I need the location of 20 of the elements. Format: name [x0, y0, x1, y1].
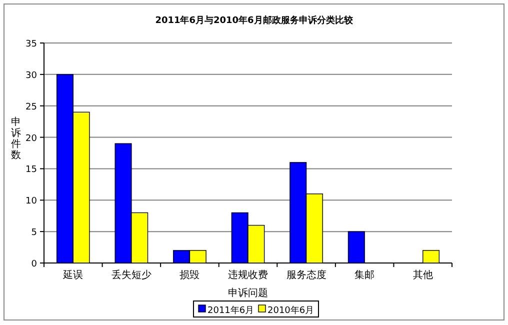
- y-tick-label: 20: [26, 134, 38, 144]
- chart-title: 2011年6月与2010年6月邮政服务申诉分类比较: [155, 15, 354, 26]
- y-tick-label: 30: [26, 70, 38, 81]
- x-tick-label: 延误: [62, 269, 84, 281]
- y-tick-label: 25: [26, 102, 37, 112]
- y-axis-title: 申诉件数: [11, 116, 21, 161]
- x-tick-label: 其他: [412, 269, 433, 281]
- y-tick-label: 10: [26, 196, 38, 207]
- x-tick-label: 损毁: [180, 269, 200, 281]
- y-tick-label: 15: [26, 165, 37, 176]
- x-axis-title: 申诉问题: [228, 287, 268, 299]
- x-tick-label: 集邮: [354, 269, 375, 281]
- y-tick-label: 35: [26, 40, 37, 50]
- legend-label: 2011年6月: [208, 305, 254, 316]
- x-tick-label: 服务态度: [286, 269, 326, 281]
- x-tick-label: 违规收费: [228, 269, 268, 281]
- x-tick-label: 丢失短少: [111, 269, 152, 281]
- y-tick-label: 5: [31, 228, 37, 238]
- y-tick-label: 0: [31, 260, 38, 270]
- legend-label: 2010年6月: [268, 305, 314, 316]
